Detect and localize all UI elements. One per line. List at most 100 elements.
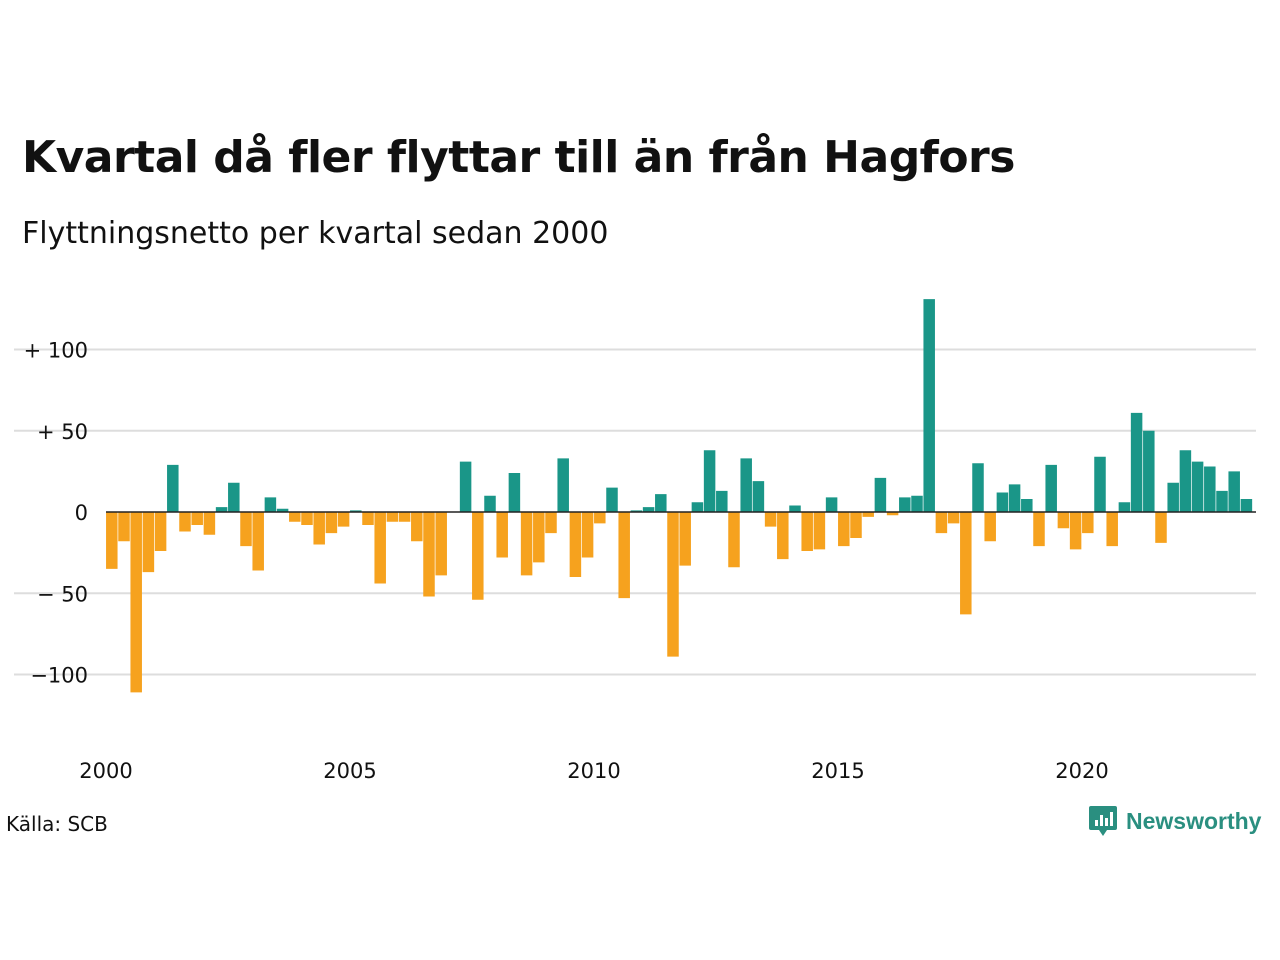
bar: [1021, 499, 1033, 512]
bar: [691, 502, 704, 512]
bar: [972, 463, 984, 512]
y-tick-label: 0: [75, 501, 88, 525]
bar: [1008, 484, 1021, 512]
brand-logo: Newsworthy: [1088, 804, 1261, 838]
bar: [728, 512, 740, 568]
bar: [984, 512, 996, 542]
bar: [1191, 461, 1204, 512]
bar: [1045, 464, 1057, 512]
bar: [1082, 512, 1094, 534]
bar: [191, 512, 203, 525]
bar: [398, 512, 411, 522]
bar: [130, 512, 142, 693]
bar: [106, 512, 118, 569]
bar: [703, 450, 716, 512]
bar: [1155, 512, 1167, 543]
y-tick-label: −100: [30, 664, 88, 688]
bar: [313, 512, 325, 545]
bar: [752, 481, 765, 512]
bar: [813, 512, 826, 550]
bar: [545, 512, 557, 534]
bar: [154, 512, 167, 551]
axes: + 100 + 50 0 − 50 −100 2000 2005 2010 2015 2020: [24, 339, 1256, 783]
bar: [1130, 412, 1143, 512]
bar: [423, 512, 435, 597]
bar: [142, 512, 155, 573]
bar: [167, 464, 179, 512]
bars: [106, 299, 1253, 693]
bar: [789, 505, 801, 512]
bar: [581, 512, 594, 558]
bar: [459, 461, 472, 512]
x-tick-label: 2010: [567, 759, 620, 783]
chart-title: Kvartal då fler flyttar till än från Hag…: [22, 132, 1015, 183]
bar: [484, 495, 496, 512]
bar: [716, 490, 728, 512]
bar: [667, 512, 679, 657]
bar: [1094, 456, 1106, 512]
gridlines: [14, 348, 1256, 676]
bar: [362, 512, 374, 525]
bar: [740, 458, 752, 512]
bar: [606, 487, 618, 512]
bar: [1228, 471, 1240, 512]
bar: [1204, 466, 1216, 512]
source-note: Källa: SCB: [6, 812, 108, 836]
brand-name: Newsworthy: [1126, 807, 1262, 834]
bar: [472, 512, 484, 600]
bar: [630, 510, 643, 512]
x-tick-label: 2005: [323, 759, 376, 783]
bar: [886, 512, 899, 516]
chart-subtitle: Flyttningsnetto per kvartal sedan 2000: [22, 216, 609, 251]
bar: [350, 510, 362, 512]
bar: [179, 512, 191, 532]
bar: [411, 512, 423, 542]
bar: [301, 512, 313, 525]
x-tick-label: 2020: [1055, 759, 1108, 783]
bar: [935, 512, 948, 534]
bar: [1216, 490, 1228, 512]
bar: [215, 507, 228, 512]
bar: [1240, 499, 1253, 512]
x-tick-label: 2015: [811, 759, 864, 783]
bar: [228, 482, 240, 512]
bar: [960, 512, 972, 615]
x-tick-label: 2000: [79, 759, 132, 783]
bar: [203, 512, 216, 535]
bar: [435, 512, 447, 576]
bar: [1069, 512, 1082, 550]
bar: [496, 512, 508, 558]
bar: [764, 512, 777, 527]
bar: [679, 512, 691, 566]
bar: [118, 512, 130, 542]
bar: [325, 512, 338, 534]
bar: [569, 512, 582, 577]
bar: [642, 507, 655, 512]
bar: [374, 512, 386, 584]
y-tick-label: + 100: [24, 339, 88, 363]
bar: [594, 512, 606, 524]
bar: [508, 473, 521, 512]
bar: [899, 497, 911, 512]
bar: [838, 512, 850, 547]
bar: [386, 512, 399, 522]
bar: [337, 512, 350, 527]
bar: [264, 497, 277, 512]
bar: [1033, 512, 1045, 547]
bar: [533, 512, 545, 563]
bar: [911, 495, 923, 512]
y-tick-label: − 50: [37, 582, 88, 606]
bar: [252, 512, 264, 571]
bar: [862, 512, 874, 517]
bar: [557, 458, 569, 512]
bar: [655, 494, 667, 512]
bar: [825, 497, 838, 512]
bar: [874, 477, 887, 512]
bar: [777, 512, 789, 560]
bar: [1143, 430, 1155, 512]
bar: [276, 508, 289, 512]
bar: [1167, 482, 1179, 512]
bar: [289, 512, 301, 522]
bar: [1179, 450, 1192, 512]
